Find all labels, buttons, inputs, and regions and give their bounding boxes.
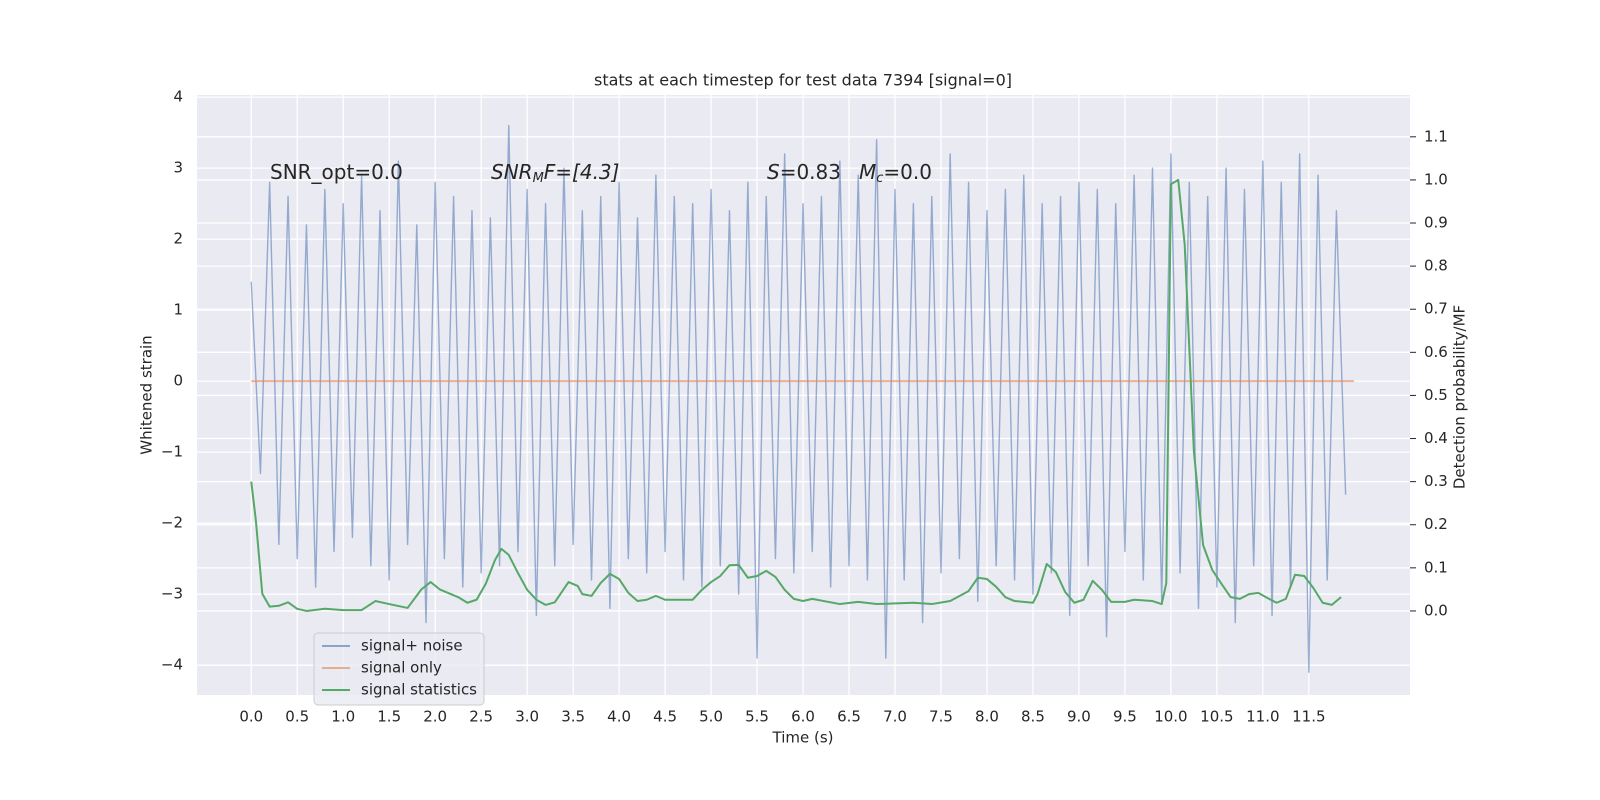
x-axis-label: Time (s): [772, 729, 834, 747]
y-tick-label: −3: [161, 585, 183, 603]
y2-tick-label: 0.1: [1424, 558, 1448, 576]
y-tick-label: 0: [173, 372, 183, 390]
annotation: SNRMF=[4.3]: [491, 160, 619, 186]
x-tick-label: 0.5: [285, 708, 309, 726]
x-tick-label: 6.5: [837, 708, 861, 726]
axes: 0.0 0.5 1.0 1.5 2.0 2.5 3.0 3.5 4.0 4.5 5.0 5.5 6.0 6…: [161, 88, 1448, 726]
annotation-tail: F=[4.3]: [544, 160, 620, 184]
annotation-tail: =0.0: [883, 160, 932, 184]
x-tick-label: 5.5: [745, 708, 769, 726]
x-tick-label: 9.0: [1067, 708, 1091, 726]
x-tick-label: 5.0: [699, 708, 723, 726]
annotation: S=0.83: [767, 160, 841, 184]
legend-label: signal statistics: [361, 681, 477, 699]
annotation: Mc=0.0: [859, 160, 932, 186]
x-tick-label: 1.5: [377, 708, 401, 726]
annotation-text: SNR_opt=0.0: [270, 160, 403, 184]
y2-tick-label: 1.0: [1424, 170, 1448, 188]
annotation-tail: =0.83: [780, 160, 841, 184]
x-tick-label: 2.5: [469, 708, 493, 726]
y2-tick-label: 0.3: [1424, 472, 1448, 490]
annotation-text: M: [859, 160, 876, 184]
y2-tick-label: 0.7: [1424, 300, 1448, 318]
y2-axis-label: Detection probability/MF: [1451, 305, 1469, 489]
x-tick-label: 10.0: [1154, 708, 1187, 726]
y-axis-label: Whitened strain: [138, 335, 156, 454]
y2-tick-label: 1.1: [1424, 127, 1448, 145]
y-tick-label: 4: [173, 88, 183, 106]
legend-box: [313, 632, 485, 706]
y2-tick-label: 0.9: [1424, 214, 1448, 232]
legend-label: signal+ noise: [361, 637, 463, 655]
legend-label: signal only: [361, 659, 442, 677]
x-tick-label: 11.0: [1246, 708, 1279, 726]
annotation-text: S: [767, 160, 780, 184]
x-tick-label: 4.0: [607, 708, 631, 726]
y-tick-label: 1: [173, 301, 183, 319]
x-tick-label: 6.0: [791, 708, 815, 726]
x-tick-label: 8.5: [1021, 708, 1045, 726]
x-tick-label: 1.0: [331, 708, 355, 726]
y-tick-label: −1: [161, 443, 183, 461]
x-tick-label: 10.5: [1200, 708, 1233, 726]
x-tick-label: 2.0: [423, 708, 447, 726]
series-line: [250, 178, 1342, 612]
x-tick-label: 4.5: [653, 708, 677, 726]
series-line: [250, 124, 1347, 673]
chart-title: stats at each timestep for test data 739…: [594, 71, 1012, 90]
y2-tick-label: 0.2: [1424, 515, 1448, 533]
x-tick-label: 7.0: [883, 708, 907, 726]
x-tick-label: 3.5: [561, 708, 585, 726]
x-tick-label: 8.0: [975, 708, 999, 726]
annotation-text: SNR: [491, 160, 533, 184]
y-tick-label: 2: [173, 230, 183, 248]
annotation-sub: M: [533, 171, 544, 186]
plot: [250, 124, 1354, 673]
y-tick-label: 3: [173, 159, 183, 177]
y2-tick-label: 0.8: [1424, 257, 1448, 275]
y-tick-label: −2: [161, 514, 183, 532]
x-tick-label: 0.0: [239, 708, 263, 726]
annotation-sub: c: [876, 171, 883, 186]
x-tick-label: 9.5: [1113, 708, 1137, 726]
annotation: SNR_opt=0.0: [270, 160, 403, 184]
y2-tick-label: 0.6: [1424, 343, 1448, 361]
x-tick-label: 3.0: [515, 708, 539, 726]
x-tick-label: 7.5: [929, 708, 953, 726]
y2-tick-label: 0.4: [1424, 429, 1448, 447]
y2-tick-label: 0.5: [1424, 386, 1448, 404]
y-tick-label: −4: [161, 656, 183, 674]
y2-tick-label: 0.0: [1424, 601, 1448, 619]
x-tick-label: 11.5: [1292, 708, 1325, 726]
